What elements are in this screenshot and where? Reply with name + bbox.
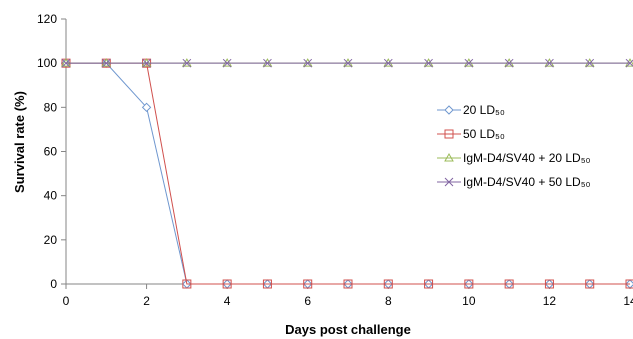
data-point: [182, 58, 192, 68]
data-point: [263, 58, 272, 68]
data-point: [222, 58, 233, 67]
y-tick-label: 0: [50, 277, 57, 291]
data-point: [182, 279, 192, 289]
data-point: [463, 58, 474, 67]
data-point: [544, 58, 555, 67]
data-point: [303, 279, 313, 289]
x-axis-title: Days post challenge: [285, 322, 411, 337]
data-point: [504, 58, 515, 67]
x-tick-label: 8: [385, 294, 392, 308]
legend-marker: [444, 177, 454, 187]
data-point: [424, 279, 434, 289]
data-point: [585, 279, 595, 289]
series-line: [66, 62, 630, 285]
data-point: [625, 279, 633, 289]
data-point: [625, 58, 633, 67]
data-point: [585, 58, 595, 68]
series-layer: [61, 58, 633, 289]
legend-label: IgM-D4/SV40 + 50 LD₅₀: [463, 175, 591, 189]
data-point: [262, 279, 272, 289]
legend-label: 50 LD₅₀: [463, 127, 505, 141]
data-point: [504, 58, 514, 68]
data-point: [424, 58, 433, 68]
y-tick-label: 120: [37, 12, 57, 26]
data-point: [61, 58, 71, 67]
data-point: [383, 58, 394, 67]
data-point: [101, 58, 111, 68]
data-point: [464, 58, 474, 68]
data-point: [142, 58, 151, 68]
x-tick-label: 4: [224, 294, 231, 308]
legend-label: 20 LD₅₀: [463, 103, 505, 117]
legend-entry-2: 50 LD₅₀: [437, 127, 505, 141]
data-point: [504, 279, 514, 289]
data-point: [343, 58, 353, 67]
data-point: [262, 58, 273, 67]
data-point: [383, 279, 393, 289]
data-point: [222, 58, 232, 68]
series-1: [61, 58, 633, 289]
legend-marker: [444, 129, 454, 139]
legend-marker: [444, 105, 454, 115]
series-4: [61, 58, 633, 68]
y-tick-label: 60: [44, 145, 58, 159]
data-point: [343, 279, 353, 289]
data-point: [545, 58, 554, 68]
data-point: [383, 58, 393, 68]
y-tick-label: 80: [44, 100, 58, 114]
data-point: [343, 58, 353, 68]
x-tick-label: 2: [143, 294, 150, 308]
x-tick-label: 0: [63, 294, 70, 308]
x-tick-label: 6: [304, 294, 311, 308]
data-point: [141, 102, 152, 113]
legend-marker: [444, 152, 454, 162]
data-point: [181, 58, 192, 67]
y-axis-title: Survival rate (%): [12, 91, 27, 193]
data-point: [464, 279, 474, 289]
data-point: [584, 58, 595, 67]
data-point: [423, 58, 434, 67]
data-point: [141, 58, 152, 67]
x-tick-label: 10: [462, 294, 476, 308]
y-tick-label: 20: [44, 233, 58, 247]
data-point: [302, 58, 313, 67]
data-point: [222, 279, 232, 289]
legend-entry-1: 20 LD₅₀: [437, 103, 505, 117]
data-point: [303, 58, 313, 68]
legend-label: IgM-D4/SV40 + 20 LD₅₀: [463, 151, 591, 165]
legend-entry-3: IgM-D4/SV40 + 20 LD₅₀: [437, 151, 591, 165]
x-tick-label: 12: [543, 294, 557, 308]
series-2: [61, 58, 633, 289]
legend: 20 LD₅₀ 50 LD₅₀ IgM-D4/SV40 + 20 LD₅₀ IgM-D…: [437, 103, 591, 189]
y-tick-label: 100: [37, 56, 57, 70]
series-line: [66, 62, 630, 285]
data-point: [101, 58, 112, 67]
x-tick-label: 14: [623, 294, 633, 308]
data-point: [544, 279, 554, 289]
data-point: [61, 58, 71, 68]
legend-entry-4: IgM-D4/SV40 + 50 LD₅₀: [437, 175, 591, 189]
y-tick-label: 40: [44, 189, 58, 203]
